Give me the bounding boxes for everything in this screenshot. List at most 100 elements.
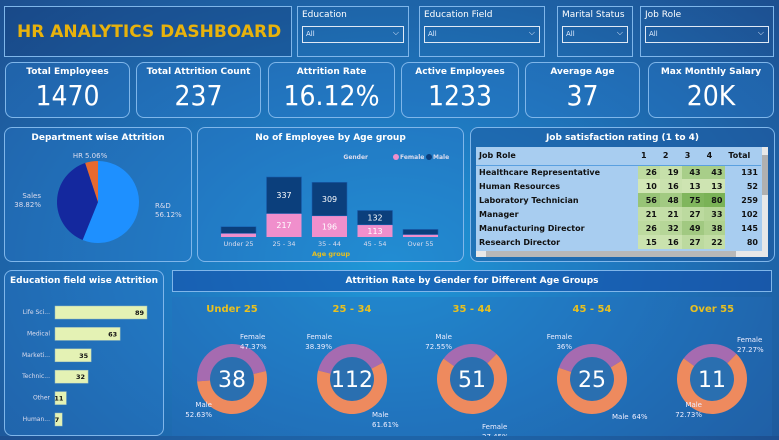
bar-value: 32 bbox=[76, 373, 85, 381]
pie-label: HR bbox=[73, 152, 83, 160]
bar-value: 11 bbox=[54, 395, 64, 403]
bar-male bbox=[220, 226, 257, 234]
column-header[interactable]: 4 bbox=[706, 151, 713, 161]
x-tick-label: 45 - 54 bbox=[363, 240, 386, 248]
female-percent: 38.39% bbox=[305, 343, 332, 351]
job-role-cell: Manufacturing Director bbox=[479, 223, 585, 233]
column-header[interactable]: Total bbox=[728, 151, 751, 161]
bar bbox=[54, 412, 63, 427]
age-group-title: Over 55 bbox=[690, 304, 734, 315]
bar-value-male: 309 bbox=[322, 195, 337, 204]
female-label: Female bbox=[737, 336, 762, 344]
legend-label: Male bbox=[433, 154, 449, 161]
job-role-cell: Manager bbox=[479, 209, 519, 219]
donut-hole bbox=[690, 357, 734, 401]
y-tick-label: Other bbox=[33, 395, 51, 402]
kpi-attrition-rate: Attrition Rate 16.12% bbox=[268, 62, 395, 118]
pie-value: 38.82% bbox=[14, 201, 41, 209]
table-row: Manager 21 21 27 33 102 bbox=[476, 207, 761, 221]
vertical-scrollbar[interactable] bbox=[762, 147, 768, 251]
age-group-title: 45 - 54 bbox=[573, 304, 612, 315]
donut-hole bbox=[210, 357, 254, 401]
male-label: Male bbox=[372, 411, 389, 419]
department-attrition-panel: Department wise Attrition R&D 56.12% Sales… bbox=[4, 127, 192, 262]
value-cell: 259 bbox=[741, 195, 758, 205]
female-label: Female bbox=[240, 333, 265, 341]
bar-value-female: 113 bbox=[367, 227, 382, 236]
bar-value-female: 196 bbox=[322, 222, 337, 231]
gender-attrition-title: Attrition Rate by Gender for Different A… bbox=[172, 270, 772, 292]
slicer-label: Marital Status bbox=[562, 10, 625, 20]
value-cell: 22 bbox=[703, 235, 726, 249]
horizontal-scrollbar[interactable] bbox=[476, 251, 768, 257]
value-cell: 80 bbox=[746, 237, 758, 247]
slicer-marital-status[interactable]: Marital Status All ⌵ bbox=[557, 6, 633, 57]
y-tick-label: Human... bbox=[23, 416, 50, 423]
female-label: Female bbox=[547, 333, 572, 341]
male-label: Male bbox=[685, 401, 702, 409]
female-label: Female bbox=[482, 423, 507, 431]
value-cell: 21 bbox=[659, 207, 682, 221]
donut-total: 25 bbox=[578, 368, 606, 393]
column-header[interactable]: 2 bbox=[662, 151, 669, 161]
column-header[interactable]: 1 bbox=[641, 151, 647, 161]
donut-total: 38 bbox=[218, 368, 246, 393]
y-tick-label: Marketi... bbox=[22, 352, 50, 359]
value-cell: 43 bbox=[703, 165, 726, 179]
education-dropdown[interactable]: All ⌵ bbox=[302, 26, 404, 43]
value-cell: 131 bbox=[741, 167, 758, 177]
bar-value: 63 bbox=[108, 330, 117, 338]
kpi-total-employees: Total Employees 1470 bbox=[5, 62, 130, 118]
table-header: Job Role 1 2 3 4 Total bbox=[476, 147, 761, 165]
legend-marker-male bbox=[426, 154, 432, 160]
slicer-label: Education bbox=[302, 10, 347, 20]
slicer-education[interactable]: Education All ⌵ bbox=[297, 6, 409, 57]
value-cell: 19 bbox=[659, 165, 682, 179]
dropdown-value: All bbox=[566, 30, 575, 38]
education-field-panel: Education field wise Attrition Life Sci.… bbox=[4, 270, 164, 436]
value-cell: 43 bbox=[681, 165, 704, 179]
value-cell: 21 bbox=[638, 207, 660, 221]
female-percent: 27.27% bbox=[737, 346, 764, 354]
bar-female bbox=[221, 233, 256, 237]
legend-title: Gender bbox=[343, 154, 368, 161]
dropdown-value: All bbox=[649, 30, 658, 38]
bar-value: 89 bbox=[135, 309, 145, 317]
bar-male bbox=[311, 182, 348, 217]
kpi-value: 237 bbox=[174, 79, 223, 112]
education-field-dropdown[interactable]: All ⌵ bbox=[424, 26, 540, 43]
kpi-label: Attrition Rate bbox=[296, 67, 367, 77]
x-tick-label: 25 - 34 bbox=[272, 240, 295, 248]
table-row: Healthcare Representative 26 19 43 43 131 bbox=[476, 165, 761, 179]
x-tick-label: Under 25 bbox=[223, 240, 253, 248]
pie-slice-sales bbox=[57, 163, 98, 241]
age-group-title: 35 - 44 bbox=[453, 304, 492, 315]
bar-value: 7 bbox=[55, 416, 60, 424]
male-percent: 61.61% bbox=[372, 421, 399, 429]
pie-value: 56.12% bbox=[155, 211, 182, 219]
donut-total: 11 bbox=[698, 368, 726, 393]
slicer-job-role[interactable]: Job Role All ⌵ bbox=[640, 6, 774, 57]
age-group-panel: No of Employee by Age group Gender Female… bbox=[197, 127, 464, 262]
x-tick-label: Over 55 bbox=[408, 240, 434, 248]
bar-female bbox=[312, 215, 347, 237]
table-row: Human Resources 10 16 13 13 52 bbox=[476, 179, 761, 193]
bar-male bbox=[266, 176, 302, 214]
male-percent: 64% bbox=[632, 413, 648, 421]
y-tick-label: Medical bbox=[27, 330, 50, 337]
job-role-cell: Healthcare Representative bbox=[479, 167, 601, 177]
value-cell: 13 bbox=[703, 179, 726, 193]
dropdown-value: All bbox=[428, 30, 437, 38]
job-role-dropdown[interactable]: All ⌵ bbox=[645, 26, 769, 43]
age-group-title: 25 - 34 bbox=[333, 304, 372, 315]
age-group-bar-chart: Gender Female Male Under 25 217 337 25 - 34 196… bbox=[220, 154, 449, 258]
slicer-education-field[interactable]: Education Field All ⌵ bbox=[419, 6, 545, 57]
value-cell: 13 bbox=[681, 179, 704, 193]
y-tick-label: Technic... bbox=[21, 373, 50, 380]
female-percent: 36% bbox=[556, 343, 572, 351]
column-header[interactable]: 3 bbox=[684, 151, 691, 161]
pie-slice-hr bbox=[85, 161, 98, 202]
panel-title: Education field wise Attrition bbox=[9, 276, 159, 286]
marital-status-dropdown[interactable]: All ⌵ bbox=[562, 26, 628, 43]
column-header[interactable]: Job Role bbox=[479, 151, 516, 161]
